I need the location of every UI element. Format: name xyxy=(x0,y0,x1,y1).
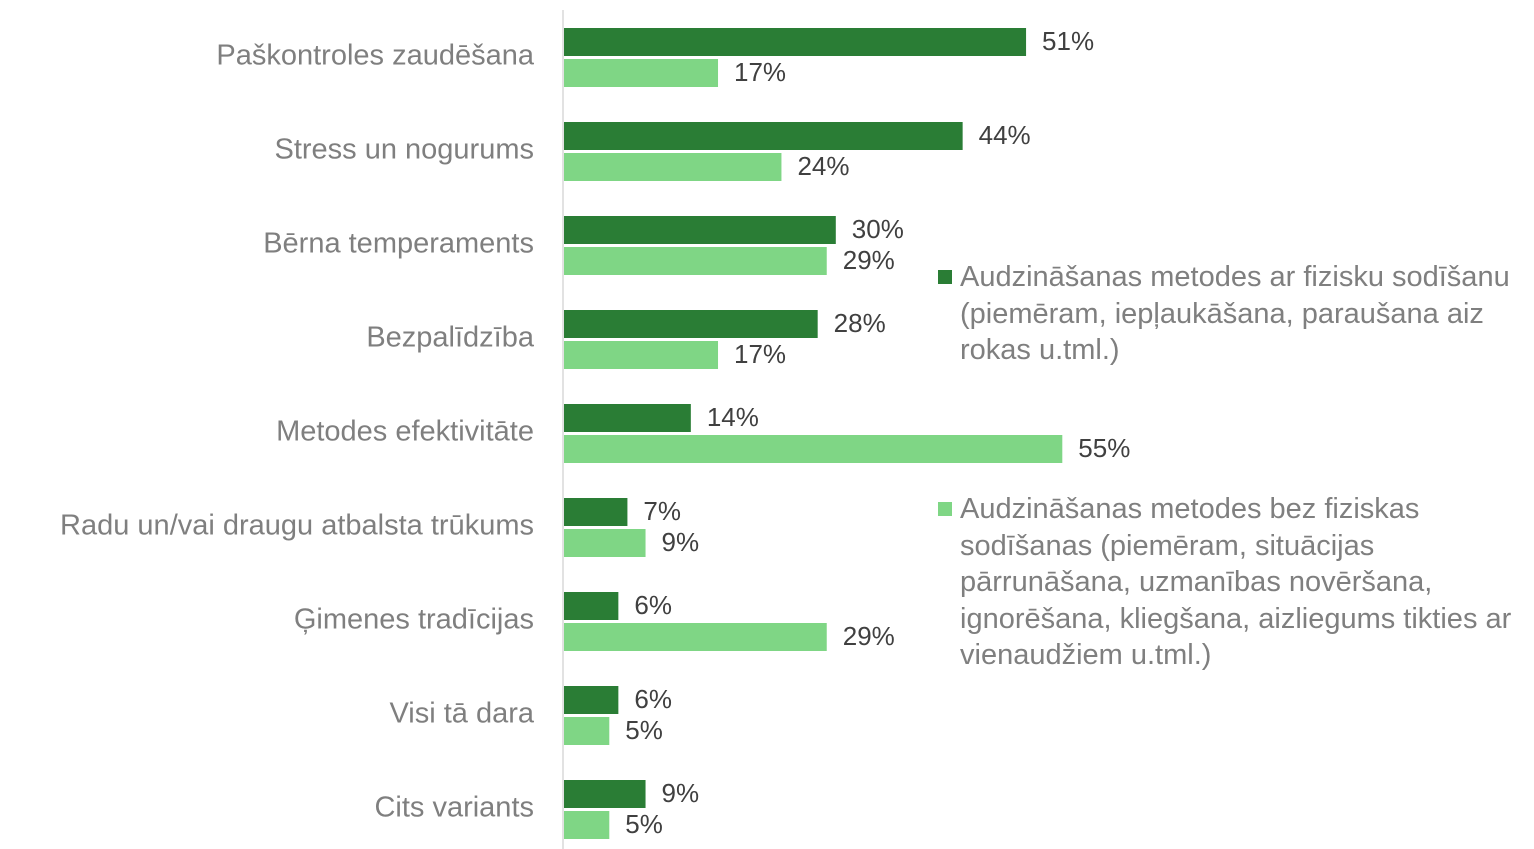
data-label: 9% xyxy=(662,778,700,808)
category-label: Visi tā dara xyxy=(389,698,534,730)
bar xyxy=(564,216,836,244)
category-label: Cits variants xyxy=(374,792,534,824)
data-label: 24% xyxy=(797,151,849,181)
bar xyxy=(564,59,719,87)
data-label: 5% xyxy=(625,715,663,745)
data-label: 5% xyxy=(625,809,663,839)
category-label: Ģimenes tradīcijas xyxy=(294,604,534,636)
legend-swatch xyxy=(938,502,952,516)
category-label: Bezpalīdzība xyxy=(366,322,535,354)
bar xyxy=(564,498,628,526)
bar xyxy=(564,780,646,808)
category-label: Metodes efektivitāte xyxy=(276,416,534,448)
data-label: 14% xyxy=(707,402,759,432)
bar xyxy=(564,592,619,620)
data-label: 30% xyxy=(852,214,904,244)
bar xyxy=(564,404,691,432)
data-label: 51% xyxy=(1042,26,1094,56)
legend-label: Audzināšanas metodes bez fiziskas sodīša… xyxy=(960,493,1512,671)
data-label: 17% xyxy=(734,339,786,369)
bar xyxy=(564,310,818,338)
data-label: 44% xyxy=(979,120,1031,150)
bar xyxy=(564,341,719,369)
category-label: Paškontroles zaudēšana xyxy=(216,40,534,72)
category-label: Stress un nogurums xyxy=(274,134,534,166)
bar xyxy=(564,435,1063,463)
data-label: 9% xyxy=(662,527,700,557)
legend-entry: Audzināšanas metodes bez fiziskas sodīša… xyxy=(938,491,1534,674)
data-label: 7% xyxy=(643,496,681,526)
bar xyxy=(564,811,610,839)
data-label: 29% xyxy=(843,245,895,275)
legend-swatch xyxy=(938,270,952,284)
legend-entry: Audzināšanas metodes ar fizisku sodīšanu… xyxy=(938,259,1534,369)
bar xyxy=(564,247,827,275)
bar xyxy=(564,717,610,745)
data-label: 55% xyxy=(1078,433,1130,463)
bar xyxy=(564,153,782,181)
data-label: 29% xyxy=(843,621,895,651)
bar xyxy=(564,686,619,714)
bar xyxy=(564,623,827,651)
data-label: 17% xyxy=(734,57,786,87)
bar xyxy=(564,529,646,557)
bar xyxy=(564,28,1027,56)
category-label: Bērna temperaments xyxy=(263,228,534,260)
category-label: Radu un/vai draugu atbalsta trūkums xyxy=(60,510,534,542)
data-label: 6% xyxy=(634,684,672,714)
data-label: 28% xyxy=(834,308,886,338)
bar xyxy=(564,122,963,150)
data-label: 6% xyxy=(634,590,672,620)
legend-label: Audzināšanas metodes ar fizisku sodīšanu… xyxy=(960,261,1510,366)
